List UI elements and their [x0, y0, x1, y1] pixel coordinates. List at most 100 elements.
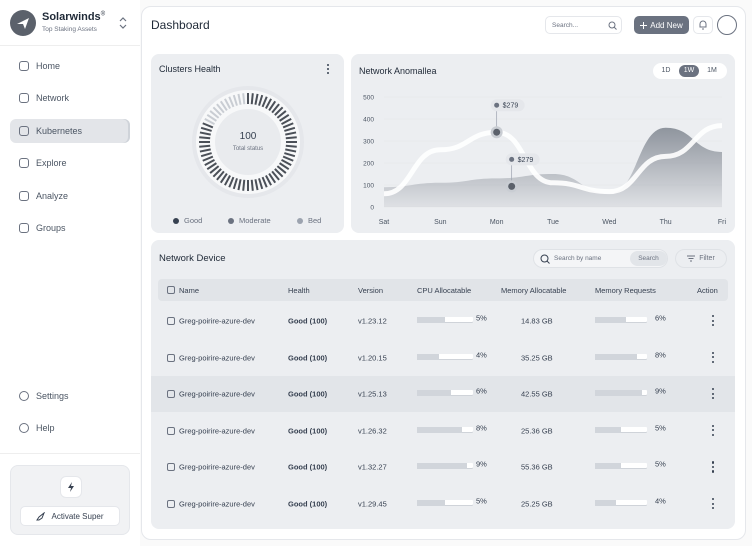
- nav-item[interactable]: Settings: [10, 384, 130, 408]
- gauge-tick: [274, 168, 284, 178]
- range-button[interactable]: 1M: [707, 67, 717, 74]
- usage-label: 6%: [655, 313, 666, 323]
- device-name: Greg-poirire-azure-dev: [179, 389, 255, 399]
- usage-fill: [595, 317, 627, 323]
- usage-fill: [595, 353, 637, 360]
- nav-label: Settings: [36, 391, 69, 401]
- avatar[interactable]: [717, 15, 737, 35]
- nav-label: Home: [36, 61, 61, 71]
- menu-dot: [712, 507, 715, 510]
- add-button[interactable]: Add New: [634, 16, 689, 34]
- device-search[interactable]: Search by name Search: [533, 249, 668, 268]
- memory: 42.55 GB: [521, 389, 553, 399]
- x-tick-label: Tue: [547, 219, 559, 226]
- gauge-tick: [285, 131, 297, 136]
- nav-item[interactable]: Network: [10, 86, 130, 110]
- gauge-tick: [206, 113, 217, 122]
- health: Good (100): [288, 389, 328, 399]
- filter-button[interactable]: Filter: [675, 249, 727, 268]
- activate-button[interactable]: Activate Super: [20, 506, 120, 526]
- usage-track: [417, 463, 473, 470]
- gauge-tick: [250, 93, 254, 105]
- row-menu[interactable]: [711, 424, 715, 437]
- nav-icon: [19, 223, 29, 233]
- header-checkbox[interactable]: [167, 286, 175, 294]
- device-name: Greg-poirire-azure-dev: [179, 316, 255, 326]
- anomaly-card: Network Anomallea 1D 1W 1M 0 100 200 300 400 50…: [351, 54, 735, 233]
- row-checkbox[interactable]: [167, 390, 175, 399]
- column-header: Health: [288, 286, 310, 295]
- switch-icon[interactable]: [118, 16, 128, 30]
- usage-fill: [417, 500, 445, 506]
- row-checkbox[interactable]: [167, 463, 175, 472]
- gauge-tick: [271, 170, 280, 181]
- row-checkbox[interactable]: [167, 500, 175, 508]
- range-button[interactable]: 1D: [661, 67, 671, 74]
- gauge-center: [215, 109, 281, 175]
- bell-button[interactable]: [693, 16, 713, 34]
- menu-dot: [712, 351, 715, 354]
- y-tick-label: 200: [363, 161, 374, 168]
- point: [508, 182, 516, 190]
- gauge-tick: [282, 155, 294, 162]
- gauge-tick: [254, 93, 259, 105]
- gauge-tick: [274, 106, 284, 116]
- memory: 35.25 GB: [521, 353, 553, 363]
- search-placeholder: Search...: [552, 22, 579, 29]
- usage-track: [595, 390, 647, 397]
- row-menu[interactable]: [711, 388, 715, 400]
- row-menu[interactable]: [711, 461, 715, 473]
- nav-item[interactable]: Groups: [10, 216, 130, 240]
- gauge-tick: [199, 136, 211, 140]
- menu-icon[interactable]: [325, 63, 331, 75]
- gauge-tick: [219, 100, 228, 111]
- column-header: Action: [697, 286, 718, 295]
- row-menu[interactable]: [711, 315, 715, 327]
- gauge-tick: [258, 94, 264, 106]
- nav-icon: [19, 391, 29, 401]
- y-tick-label: 300: [363, 139, 374, 146]
- menu-dot: [712, 315, 715, 318]
- gauge-tick: [237, 179, 242, 191]
- device-name: Greg-poirire-azure-dev: [179, 462, 255, 472]
- usage-track: [417, 353, 473, 360]
- annotation-label: $279: [518, 157, 534, 164]
- annotation-box: [490, 99, 525, 112]
- legend-dot: [228, 217, 234, 224]
- promo-card: Activate Super: [10, 465, 130, 535]
- gauge-tick: [200, 126, 212, 132]
- usage-track: [417, 500, 473, 506]
- gauge-tick: [258, 178, 264, 190]
- row-checkbox[interactable]: [167, 426, 175, 435]
- gauge-tick: [250, 179, 254, 191]
- nav-item[interactable]: Kubernetes: [10, 118, 130, 143]
- gauge: 100 Total status: [192, 86, 304, 198]
- search-input[interactable]: Search...: [545, 16, 622, 34]
- row-menu[interactable]: [711, 351, 715, 364]
- range-button[interactable]: 1W: [679, 65, 699, 77]
- menu-dot: [712, 392, 715, 395]
- nav-item[interactable]: Analyze: [10, 184, 130, 208]
- nav-item[interactable]: Help: [10, 416, 130, 440]
- line: [383, 123, 723, 197]
- menu-dot: [712, 397, 715, 400]
- usage-track: [595, 426, 647, 433]
- usage-fill: [595, 390, 642, 397]
- nav-item[interactable]: Explore: [10, 151, 130, 175]
- health: Good (100): [288, 499, 328, 509]
- gauge-tick: [228, 96, 235, 108]
- device-search-button[interactable]: Search: [630, 251, 667, 266]
- device-name: Greg-poirire-azure-dev: [179, 353, 255, 363]
- row-checkbox[interactable]: [167, 317, 175, 325]
- menu-dot: [712, 470, 715, 473]
- row-menu[interactable]: [711, 498, 715, 510]
- gauge-tick: [199, 144, 211, 148]
- gauge-tick: [284, 152, 296, 158]
- gauge-tick: [224, 98, 231, 109]
- row-checkbox[interactable]: [167, 353, 175, 362]
- gauge-tick: [281, 118, 292, 125]
- nav-icon: [19, 190, 29, 201]
- nav-item[interactable]: Home: [10, 54, 130, 78]
- gauge-tick: [285, 136, 297, 140]
